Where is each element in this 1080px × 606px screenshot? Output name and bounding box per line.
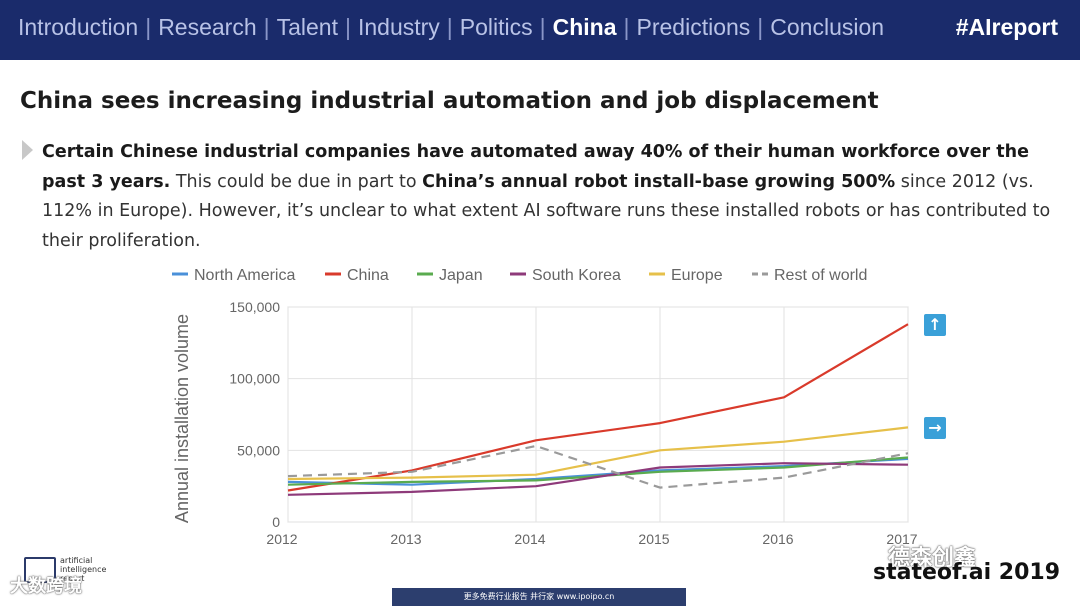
- nav-item-china[interactable]: China: [552, 14, 617, 40]
- slide-paragraph: Certain Chinese industrial companies hav…: [42, 138, 1062, 256]
- legend-label: Japan: [439, 267, 483, 284]
- y-tick-label: 50,000: [237, 442, 280, 458]
- nav-item-industry[interactable]: Industry: [357, 14, 440, 40]
- logo-text-line-2: intelligence: [60, 565, 107, 574]
- series-line-europe: [287, 426, 909, 481]
- stateof-ai-logo: stateof.ai 2019: [872, 560, 1060, 585]
- nav-separator: |: [757, 14, 764, 40]
- nav-separator: |: [539, 14, 546, 40]
- x-tick-label: 2015: [638, 531, 669, 547]
- legend-label: Europe: [671, 267, 723, 284]
- bullet-arrow-icon: [22, 140, 33, 160]
- para-bold-2: China’s annual robot install-base growin…: [422, 171, 896, 192]
- nav-separator: |: [446, 14, 453, 40]
- top-navigation-bar: Introduction | Research | Talent | Industry | Po…: [0, 0, 1080, 60]
- series-line-rest-of-world: [287, 444, 909, 489]
- watermark-right: 德森创鑫: [888, 546, 977, 571]
- y-axis-label: Annual installation volume: [172, 314, 192, 523]
- nav-separator: |: [145, 14, 152, 40]
- series-line-south-korea: [287, 462, 909, 496]
- nav-item-research[interactable]: Research: [158, 14, 257, 40]
- right-arrow-icon[interactable]: →: [924, 417, 946, 439]
- logo-text-line-3: report: [60, 574, 85, 583]
- legend-label: Rest of world: [774, 267, 867, 284]
- robot-installations-chart: 0 50,000 100,000 150,000 2012 2013 2014 2015 201…: [172, 267, 918, 547]
- y-tick-label: 100,000: [229, 371, 280, 387]
- series-line-china: [287, 323, 909, 492]
- section-nav: Introduction | Research | Talent | Industry | Po…: [18, 14, 884, 41]
- nav-separator: |: [623, 14, 630, 40]
- nav-item-predictions[interactable]: Predictions: [636, 14, 751, 40]
- nav-item-talent[interactable]: Talent: [276, 14, 338, 40]
- up-arrow-icon[interactable]: ↑: [924, 314, 946, 336]
- y-tick-label: 0: [272, 514, 280, 530]
- nav-separator: |: [344, 14, 351, 40]
- air-logo-text: artificial intelligence report: [60, 556, 106, 583]
- para-text-1: This could be due in part to: [170, 171, 423, 192]
- para-text-2: since 2012 (vs. 112% in Europe). However…: [42, 171, 1051, 251]
- slide-title: China sees increasing industrial automat…: [20, 88, 879, 114]
- legend-label: North America: [194, 267, 295, 284]
- hashtag-label: #AIreport: [955, 14, 1058, 40]
- logo-text-line-1: artificial: [60, 556, 93, 565]
- legend-label: China: [347, 267, 389, 284]
- air-logo-icon: [24, 557, 56, 583]
- legend-label: South Korea: [532, 267, 621, 284]
- nav-separator: |: [263, 14, 270, 40]
- watermark-left: 大数跨境: [10, 576, 82, 597]
- x-tick-label: 2016: [762, 531, 793, 547]
- x-tick-label: 2012: [266, 531, 297, 547]
- y-tick-label: 150,000: [229, 299, 280, 315]
- nav-item-introduction[interactable]: Introduction: [18, 14, 139, 40]
- x-tick-label: 2014: [514, 531, 545, 547]
- bottom-banner[interactable]: 更多免费行业报告 井行家 www.ipoipo.cn: [392, 588, 686, 606]
- x-tick-label: 2013: [390, 531, 421, 547]
- para-bold-1: Certain Chinese industrial companies hav…: [42, 142, 1029, 192]
- nav-item-conclusion[interactable]: Conclusion: [770, 14, 885, 40]
- x-tick-label: 2017: [886, 531, 917, 547]
- plot-frame: [287, 306, 909, 523]
- nav-item-politics[interactable]: Politics: [459, 14, 533, 40]
